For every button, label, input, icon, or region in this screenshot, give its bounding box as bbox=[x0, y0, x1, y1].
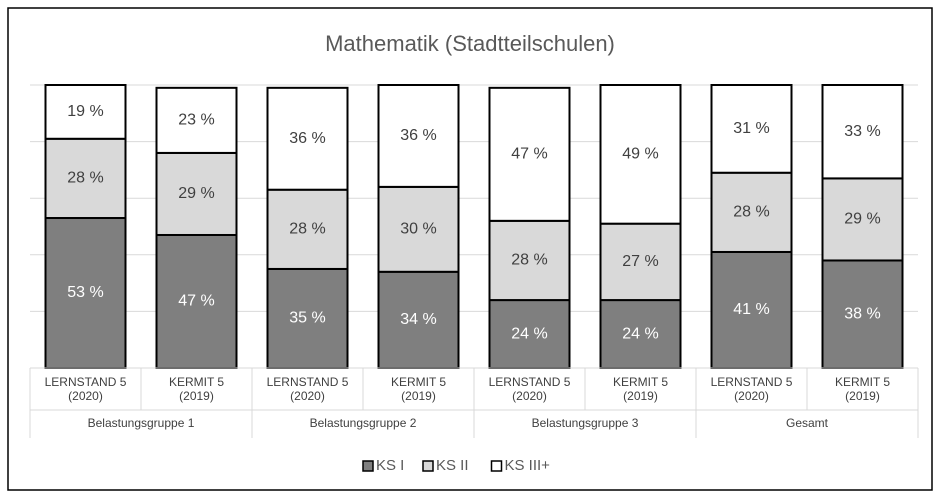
bar-segment bbox=[488, 219, 571, 302]
bar-segment bbox=[710, 84, 793, 174]
bar-segment bbox=[155, 86, 238, 154]
x-tick-label: KERMIT 5 bbox=[613, 375, 668, 389]
x-tick-label: (2020) bbox=[290, 389, 325, 403]
chart-title: Mathematik (Stadtteilschulen) bbox=[325, 31, 615, 56]
x-tick-label: (2020) bbox=[512, 389, 547, 403]
bar-segment bbox=[377, 84, 460, 188]
bar-segment bbox=[488, 86, 571, 222]
legend-label: KS I bbox=[376, 457, 404, 474]
bar-segment bbox=[488, 299, 571, 369]
x-tick-label: (2019) bbox=[623, 389, 658, 403]
value-label: 31 % bbox=[733, 120, 769, 137]
group-label: Belastungsgruppe 3 bbox=[532, 416, 639, 430]
bar-segment bbox=[155, 151, 238, 236]
bar-segment bbox=[44, 137, 127, 220]
value-label: 28 % bbox=[511, 252, 547, 269]
value-label: 49 % bbox=[622, 146, 658, 163]
x-tick-label: KERMIT 5 bbox=[169, 375, 224, 389]
group-label: Belastungsgruppe 2 bbox=[310, 416, 417, 430]
bar-segment bbox=[710, 250, 793, 369]
group-label: Belastungsgruppe 1 bbox=[88, 416, 195, 430]
x-tick-label: (2019) bbox=[179, 389, 214, 403]
x-tick-label: LERNSTAND 5 bbox=[267, 375, 349, 389]
value-label: 34 % bbox=[400, 311, 436, 328]
bar-segment bbox=[266, 267, 349, 370]
bar-segment bbox=[599, 84, 682, 225]
x-tick-label: (2020) bbox=[68, 389, 103, 403]
x-tick-label: (2020) bbox=[734, 389, 769, 403]
bar-segment bbox=[44, 84, 127, 140]
value-label: 24 % bbox=[622, 325, 658, 342]
bar-segment bbox=[821, 259, 904, 369]
value-label: 33 % bbox=[844, 123, 880, 140]
bar-segment bbox=[821, 84, 904, 180]
value-label: 35 % bbox=[289, 310, 325, 327]
bar-segment bbox=[266, 86, 349, 191]
legend-swatch bbox=[490, 460, 503, 472]
value-label: 27 % bbox=[622, 253, 658, 270]
x-tick-label: LERNSTAND 5 bbox=[711, 375, 793, 389]
value-label: 28 % bbox=[289, 221, 325, 238]
bar-segment bbox=[710, 171, 793, 253]
legend-label: KS II bbox=[436, 457, 469, 474]
value-label: 24 % bbox=[511, 325, 547, 342]
value-label: 36 % bbox=[289, 130, 325, 147]
value-label: 53 % bbox=[67, 284, 103, 301]
x-tick-label: (2019) bbox=[845, 389, 880, 403]
value-label: 28 % bbox=[67, 170, 103, 187]
value-label: 29 % bbox=[844, 211, 880, 228]
value-label: 41 % bbox=[733, 301, 769, 318]
x-tick-label: KERMIT 5 bbox=[391, 375, 446, 389]
value-label: 19 % bbox=[67, 103, 103, 120]
legend-swatch bbox=[422, 460, 434, 472]
value-label: 30 % bbox=[400, 221, 436, 238]
bar-segment bbox=[377, 270, 460, 369]
x-tick-label: KERMIT 5 bbox=[835, 375, 890, 389]
value-label: 29 % bbox=[178, 185, 214, 202]
x-tick-label: LERNSTAND 5 bbox=[45, 375, 127, 389]
value-label: 23 % bbox=[178, 112, 214, 129]
bar-segment bbox=[155, 233, 238, 369]
bar-segment bbox=[44, 217, 127, 369]
value-label: 38 % bbox=[844, 305, 880, 322]
legend-label: KS III+ bbox=[505, 457, 551, 474]
legend-swatch bbox=[362, 460, 374, 472]
value-label: 47 % bbox=[178, 293, 214, 310]
group-label: Gesamt bbox=[786, 416, 829, 430]
value-label: 47 % bbox=[511, 146, 547, 163]
x-tick-label: LERNSTAND 5 bbox=[489, 375, 571, 389]
value-label: 36 % bbox=[400, 127, 436, 144]
value-label: 28 % bbox=[733, 204, 769, 221]
x-tick-label: (2019) bbox=[401, 389, 436, 403]
